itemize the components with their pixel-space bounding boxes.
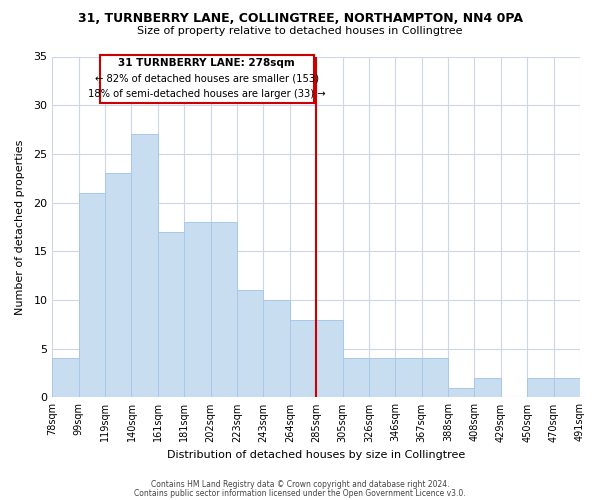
FancyBboxPatch shape: [100, 54, 314, 104]
Text: Contains HM Land Registry data © Crown copyright and database right 2024.: Contains HM Land Registry data © Crown c…: [151, 480, 449, 489]
Text: Contains public sector information licensed under the Open Government Licence v3: Contains public sector information licen…: [134, 488, 466, 498]
Text: Size of property relative to detached houses in Collingtree: Size of property relative to detached ho…: [137, 26, 463, 36]
Y-axis label: Number of detached properties: Number of detached properties: [15, 140, 25, 314]
Bar: [158, 232, 184, 398]
Bar: [184, 222, 211, 398]
Bar: [395, 358, 422, 398]
Bar: [343, 358, 369, 398]
Bar: [52, 358, 79, 398]
Bar: [554, 378, 580, 398]
Bar: [290, 320, 316, 398]
Text: 18% of semi-detached houses are larger (33) →: 18% of semi-detached houses are larger (…: [88, 88, 325, 99]
Text: 31, TURNBERRY LANE, COLLINGTREE, NORTHAMPTON, NN4 0PA: 31, TURNBERRY LANE, COLLINGTREE, NORTHAM…: [77, 12, 523, 26]
Bar: [211, 222, 237, 398]
Bar: [105, 174, 131, 398]
Bar: [527, 378, 554, 398]
Text: ← 82% of detached houses are smaller (153): ← 82% of detached houses are smaller (15…: [95, 73, 319, 83]
X-axis label: Distribution of detached houses by size in Collingtree: Distribution of detached houses by size …: [167, 450, 465, 460]
Bar: [369, 358, 395, 398]
Bar: [237, 290, 263, 398]
Bar: [448, 388, 475, 398]
Bar: [263, 300, 290, 398]
Bar: [131, 134, 158, 398]
Bar: [316, 320, 343, 398]
Bar: [475, 378, 501, 398]
Bar: [422, 358, 448, 398]
Text: 31 TURNBERRY LANE: 278sqm: 31 TURNBERRY LANE: 278sqm: [118, 58, 295, 68]
Bar: [79, 193, 105, 398]
